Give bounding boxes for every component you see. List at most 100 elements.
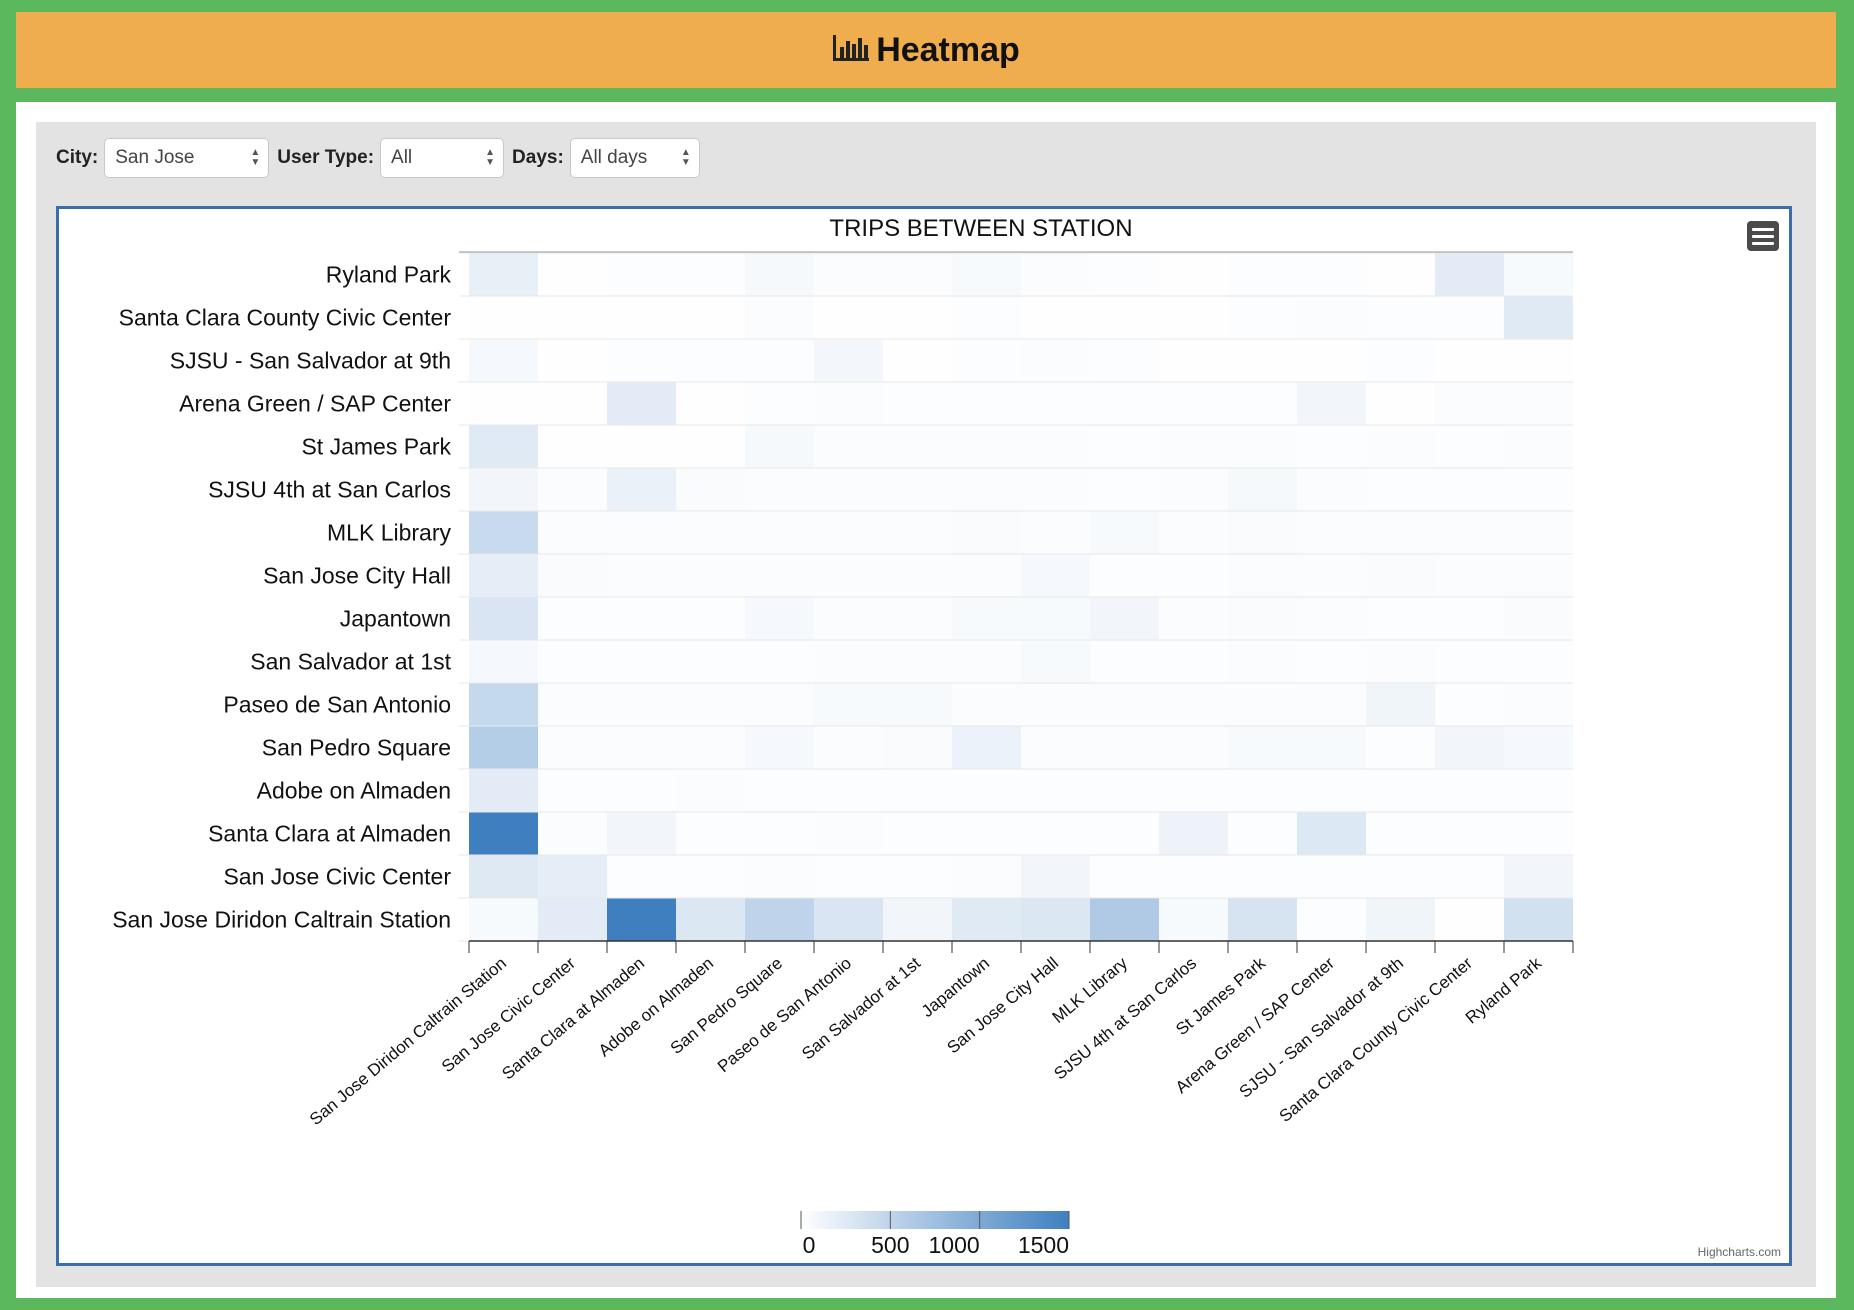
days-select[interactable]: All days ▲ ▼ [569,138,700,178]
heatmap-cell [469,812,538,855]
heatmap-cell [538,296,607,339]
heatmap-cell [883,812,952,855]
heatmap-cell [1159,726,1228,769]
credits-link[interactable]: Highcharts.com [1697,1245,1781,1259]
heatmap-cell [469,296,538,339]
heatmap-cell [952,253,1021,296]
heatmap-cell [538,898,607,941]
heatmap-cell [1159,339,1228,382]
heatmap-cell [1366,382,1435,425]
heatmap-cell [538,640,607,683]
x-axis-label: Paseo de San Antonio [714,954,855,1077]
heatmap-cell [1366,726,1435,769]
heatmap-cell [1090,898,1159,941]
heatmap-cell [607,683,676,726]
heatmap-cell [1504,468,1573,511]
heatmap-cell [1228,898,1297,941]
heatmap-cell [1159,253,1228,296]
legend-tick-label: 1500 [1018,1232,1069,1258]
heatmap-cell [1021,296,1090,339]
heatmap-cell [607,726,676,769]
bar-chart-icon [832,33,870,68]
heatmap-cell [1366,683,1435,726]
heatmap-cell [676,339,745,382]
heatmap-cell [676,640,745,683]
city-select[interactable]: San Jose ▲ ▼ [104,138,270,178]
heatmap-cell [883,253,952,296]
heatmap-cell [1090,468,1159,511]
heatmap-cell [538,812,607,855]
heatmap-cell [1090,253,1159,296]
user-type-select-value: All [391,147,413,168]
heatmap-cell [952,339,1021,382]
heatmap-cell [676,468,745,511]
heatmap-cell [469,554,538,597]
heatmap-cell [676,382,745,425]
y-axis-label: San Jose Diridon Caltrain Station [112,907,451,933]
heatmap-cell [1366,812,1435,855]
heatmap-cell [952,468,1021,511]
heatmap-cell [607,425,676,468]
heatmap-cell [1435,597,1504,640]
y-axis-label: SJSU - San Salvador at 9th [170,348,451,374]
heatmap-cell [1504,683,1573,726]
x-axis-label: Ryland Park [1462,953,1546,1027]
heatmap-cell [814,726,883,769]
heatmap-cell [1159,511,1228,554]
heatmap-cell [745,898,814,941]
heatmap-cell [1297,640,1366,683]
heatmap-cell [1021,554,1090,597]
y-axis-label: Japantown [340,606,451,632]
heatmap-cell [1228,597,1297,640]
heatmap-cell [607,597,676,640]
heatmap-cell [745,339,814,382]
heatmap-cell [1021,812,1090,855]
chart-menu-icon[interactable] [1747,221,1779,251]
y-axis-label: Adobe on Almaden [257,778,451,804]
heatmap-cell [1504,253,1573,296]
heatmap-cell [814,812,883,855]
heatmap-cell [1504,597,1573,640]
heatmap-cell [1504,382,1573,425]
heatmap-cell [883,597,952,640]
y-axis-label: SJSU 4th at San Carlos [208,477,451,503]
heatmap-cell [1297,382,1366,425]
heatmap-cell [883,640,952,683]
heatmap-cell [1504,511,1573,554]
heatmap-cell [883,382,952,425]
heatmap-cell [1090,339,1159,382]
legend-tick-label: 1000 [928,1232,979,1258]
heatmap-cell [1090,382,1159,425]
heatmap-cell [1159,812,1228,855]
heatmap-cell [814,554,883,597]
heatmap-cell [469,382,538,425]
heatmap-chart: TRIPS BETWEEN STATION San Jose Diridon Ca… [56,206,1792,1266]
heatmap-cell [1297,554,1366,597]
heatmap-cell [1159,683,1228,726]
heatmap-cell [1090,855,1159,898]
heatmap-cell [1021,855,1090,898]
color-legend-bar [801,1211,1069,1229]
heatmap-cell [538,425,607,468]
heatmap-cell [607,511,676,554]
heatmap-cell [1504,640,1573,683]
select-arrows-icon: ▲ ▼ [250,147,261,168]
heatmap-cell [1297,253,1366,296]
heatmap-cell [745,769,814,812]
page-title: Heatmap [876,30,1020,69]
heatmap-cell [1159,898,1228,941]
heatmap-cell [1228,554,1297,597]
heatmap-cell [469,855,538,898]
heatmap-cell [1228,511,1297,554]
heatmap-cell [814,640,883,683]
heatmap-cell [1090,296,1159,339]
heatmap-cell [676,253,745,296]
heatmap-cell [952,898,1021,941]
heatmap-cell [538,253,607,296]
heatmap-cell [1366,640,1435,683]
heatmap-cell [814,855,883,898]
heatmap-cell [1090,597,1159,640]
heatmap-cell [745,640,814,683]
heatmap-cell [1297,898,1366,941]
user-type-select[interactable]: All ▲ ▼ [380,138,505,178]
